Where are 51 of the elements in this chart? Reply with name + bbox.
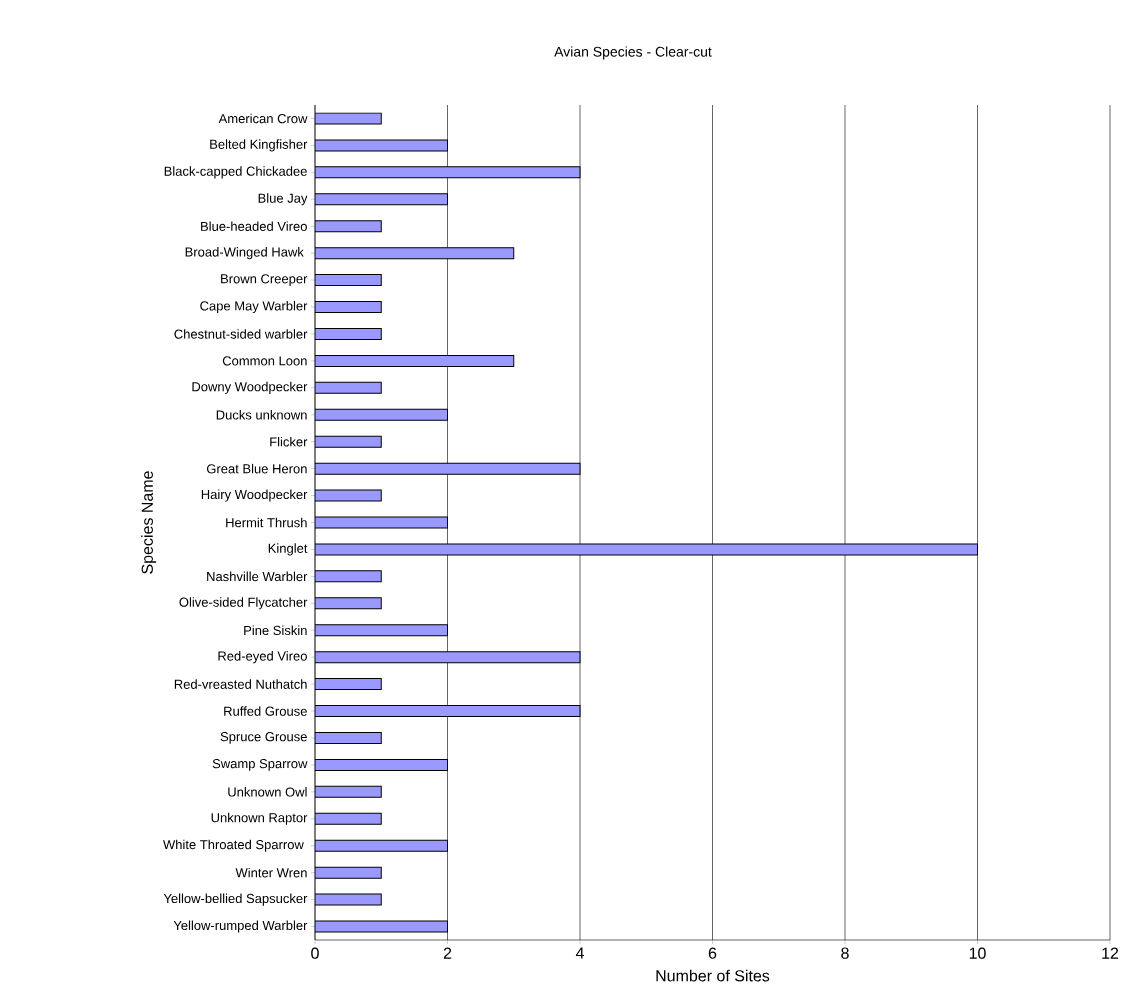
x-axis-title: Number of Sites [656, 969, 770, 982]
y-tick-label: Blue-headed Vireo [201, 221, 307, 231]
y-tick-label: Nashville Warbler [207, 571, 308, 582]
y-tick-label: American Crow [218, 113, 308, 124]
x-tick-label: 6 [708, 947, 717, 959]
y-tick-label: Spruce Grouse [220, 732, 307, 744]
y-tick-label: Olive-sided Flycatcher [179, 597, 308, 610]
y-tick-label: Pine Siskin [244, 625, 307, 636]
bar [315, 839, 449, 852]
bar [315, 705, 581, 718]
y-tick-label: White Throated Sparrow [163, 839, 304, 852]
bar [315, 193, 449, 206]
x-tick-label: 2 [443, 947, 452, 959]
y-tick-label: Yellow-bellied Sapsucker [163, 893, 308, 906]
y-tick-label: Ducks unknown [216, 409, 307, 420]
chart-title: Avian Species - Clear-cut [554, 46, 712, 60]
y-tick-label: Common Loon [222, 356, 307, 366]
x-tick-label: 4 [575, 947, 584, 959]
bar [315, 354, 515, 367]
bar [315, 247, 515, 260]
y-tick-label: Chestnut-sided warbler [174, 329, 308, 339]
bar [315, 651, 581, 664]
y-tick-label: Unknown Raptor [211, 812, 308, 825]
x-tick-label: 10 [969, 947, 986, 959]
y-tick-label: Kinglet [268, 543, 308, 556]
y-tick-label: Red-eyed Vireo [218, 651, 307, 664]
y-tick-label: Brown Creeper [221, 274, 308, 286]
bar [315, 166, 581, 179]
y-tick-label: Black-capped Chickadee [164, 166, 307, 179]
y-tick-label: Winter Wren [235, 867, 307, 878]
y-tick-label: Yellow-rumped Warbler [173, 920, 308, 933]
y-tick-label: Red-vreasted Nuthatch [174, 679, 307, 689]
bar [315, 408, 449, 421]
y-axis-title: Species Name [141, 471, 157, 574]
y-tick-label: Hairy Woodpecker [201, 489, 308, 502]
y-tick-label: Flicker [270, 436, 308, 447]
bar [315, 624, 449, 637]
y-tick-label: Hermit Thrush [226, 517, 307, 528]
x-tick-label: 12 [1102, 947, 1119, 959]
y-tick-label: Broad-Winged Hawk [185, 247, 304, 260]
y-tick-label: Ruffed Grouse [224, 706, 307, 716]
y-tick-label: Swamp Sparrow [212, 759, 308, 771]
y-tick-label: Belted Kingfisher [210, 139, 308, 152]
y-tick-label: Cape May Warbler [200, 300, 308, 314]
bar [315, 758, 449, 771]
y-tick-label: Unknown Owl [228, 787, 307, 797]
y-tick-label: Blue Jay [258, 193, 308, 206]
x-tick-label: 0 [311, 947, 319, 959]
y-tick-label: Downy Woodpecker [192, 381, 308, 394]
x-tick-label: 8 [841, 947, 849, 959]
y-tick-label: Great Blue Heron [206, 463, 307, 474]
